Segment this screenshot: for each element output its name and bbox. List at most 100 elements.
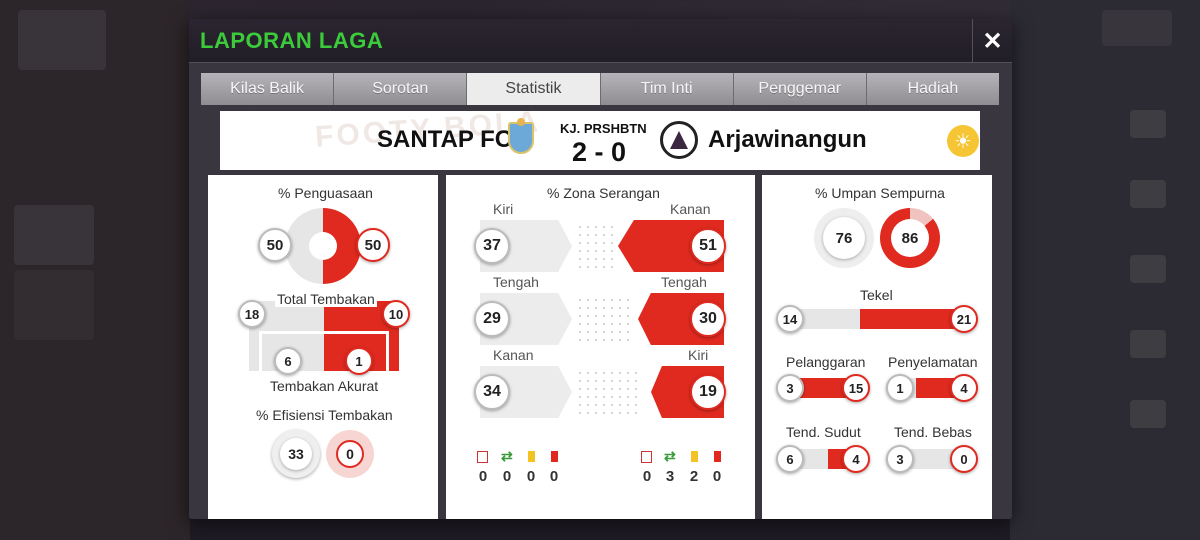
zone-home-label: Kanan: [493, 347, 534, 363]
tab-penggemar[interactable]: Penggemar: [733, 73, 867, 105]
dialog-header: LAPORAN LAGA ✕: [189, 19, 1012, 63]
total-shots-label: Total Tembakan: [275, 291, 377, 307]
background-tile: [14, 270, 94, 340]
zone-away-value: 19: [690, 374, 726, 410]
away-team-name: Arjawinangun: [708, 126, 867, 153]
zone-home-label: Tengah: [493, 274, 539, 290]
match-report-dialog: LAPORAN LAGA ✕ Kilas Balik Sorotan Stati…: [189, 19, 1012, 519]
zone-home-value: 34: [474, 374, 510, 410]
background-icon: [1130, 400, 1166, 428]
red-card-icon: [714, 451, 721, 462]
possession-label: % Penguasaan: [278, 185, 373, 201]
away-yellow-value: 2: [689, 468, 699, 485]
background-icon: [1130, 180, 1166, 208]
background-tile: [14, 205, 94, 265]
zone-away-value: 30: [690, 301, 726, 337]
background-tile: [1102, 10, 1172, 46]
zone-away-label: Kanan: [670, 201, 711, 217]
general-stats-panel: % Penguasaan 50 50 18 10 Total Tembakan …: [208, 175, 438, 519]
tab-sorotan[interactable]: Sorotan: [334, 73, 468, 105]
away-crest-icon: [660, 121, 698, 159]
home-subs-value: 0: [502, 468, 512, 485]
freekicks-label: Tend. Bebas: [894, 424, 972, 440]
background-tile: [18, 10, 106, 70]
home-crest-icon: [508, 118, 534, 154]
home-yellow-value: 0: [526, 468, 536, 485]
pass-away-value: 86: [891, 219, 929, 257]
pass-home-value: 76: [823, 217, 865, 259]
team-stats-panel: % Umpan Sempurna 76 86 Tekel 14 21 Pelan…: [762, 175, 992, 519]
background-icon: [1130, 110, 1166, 138]
zone-away-label: Tengah: [661, 274, 707, 290]
sun-weather-icon: ☀: [947, 125, 979, 157]
tab-kilas-balik[interactable]: Kilas Balik: [201, 73, 335, 105]
fouls-label: Pelanggaran: [786, 354, 866, 370]
tackles-bar: [786, 309, 970, 329]
tackles-away: 21: [950, 305, 978, 333]
yellow-card-icon: [528, 451, 535, 462]
saves-away: 4: [950, 374, 978, 402]
zone-dots: [576, 369, 641, 415]
shots-chart: [249, 301, 399, 371]
efficiency-away-value: 0: [336, 440, 364, 468]
possession-home: 50: [258, 228, 292, 262]
saves-home: 1: [886, 374, 914, 402]
corners-away: 4: [842, 445, 870, 473]
tab-hadiah[interactable]: Hadiah: [866, 73, 1000, 105]
background-right-menu: [1010, 0, 1200, 540]
fouls-home: 3: [776, 374, 804, 402]
total-shots-away: 10: [382, 300, 410, 328]
pass-home-ring: 76: [814, 208, 874, 268]
away-subs-value: 3: [665, 468, 675, 485]
tab-tim-inti[interactable]: Tim Inti: [600, 73, 734, 105]
away-red-value: 0: [712, 468, 722, 485]
close-icon: ✕: [982, 27, 1003, 55]
zone-home-value: 29: [474, 301, 510, 337]
on-target-home: 6: [274, 347, 302, 375]
freekicks-away: 0: [950, 445, 978, 473]
zone-home-label: Kiri: [493, 201, 514, 217]
pass-away-ring: 86: [880, 208, 940, 268]
tackles-label: Tekel: [860, 287, 893, 303]
total-shots-home: 18: [238, 300, 266, 328]
red-card-icon: [551, 451, 558, 462]
attack-zones-title: % Zona Serangan: [547, 185, 660, 201]
home-team-name: SANTAP FC: [377, 126, 513, 153]
injury-icon: [641, 451, 652, 463]
efficiency-home-value: 33: [280, 438, 312, 470]
background-icon: [1130, 255, 1166, 283]
on-target-away: 1: [345, 347, 373, 375]
venue-label: KJ. PRSHBTN: [560, 121, 647, 136]
substitution-icon: ⇄: [501, 448, 513, 464]
background-left-menu: [0, 0, 190, 540]
saves-label: Penyelamatan: [888, 354, 978, 370]
fouls-away: 15: [842, 374, 870, 402]
tackles-home: 14: [776, 305, 804, 333]
possession-donut: [285, 208, 361, 284]
pass-accuracy-label: % Umpan Sempurna: [815, 185, 945, 201]
away-injuries-value: 0: [642, 468, 652, 485]
match-header: FOOTY BOLA SANTAP FC KJ. PRSHBTN 2 - 0 A…: [220, 111, 980, 170]
zone-away-label: Kiri: [688, 347, 709, 363]
attack-zones-panel: % Zona Serangan Kiri Kanan 37 51 Tengah …: [446, 175, 755, 519]
efficiency-label: % Efisiensi Tembakan: [256, 407, 393, 423]
home-injuries-value: 0: [478, 468, 488, 485]
corners-home: 6: [776, 445, 804, 473]
tab-statistik[interactable]: Statistik: [467, 73, 601, 105]
zone-dots: [576, 296, 631, 342]
background-icon: [1130, 330, 1166, 358]
tab-bar: Kilas Balik Sorotan Statistik Tim Inti P…: [201, 73, 1000, 105]
injury-icon: [477, 451, 488, 463]
freekicks-home: 3: [886, 445, 914, 473]
substitution-icon: ⇄: [664, 448, 676, 464]
fouls-bar: [786, 378, 856, 398]
possession-away: 50: [356, 228, 390, 262]
yellow-card-icon: [691, 451, 698, 462]
efficiency-home: 33: [272, 430, 320, 478]
zone-dots: [576, 223, 616, 269]
close-button[interactable]: ✕: [972, 19, 1012, 63]
home-red-value: 0: [549, 468, 559, 485]
zone-away-value: 51: [690, 228, 726, 264]
score: 2 - 0: [572, 137, 627, 167]
corners-label: Tend. Sudut: [786, 424, 861, 440]
